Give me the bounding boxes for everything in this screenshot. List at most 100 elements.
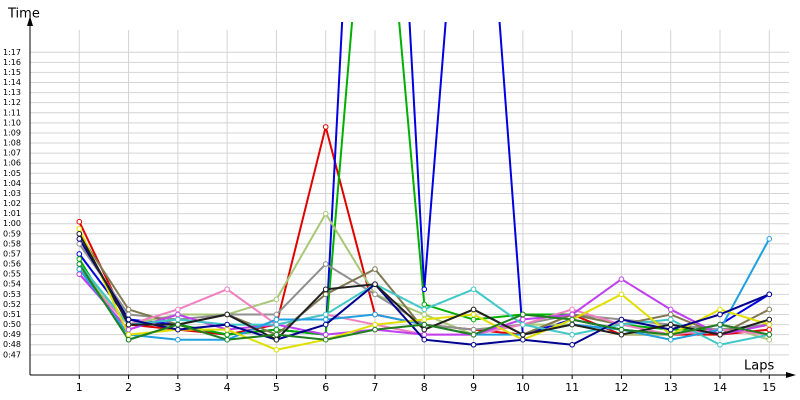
y-tick-label: 0:52 [3,300,21,309]
x-tick-label: 11 [565,381,579,394]
point [766,291,773,298]
point [470,311,477,318]
y-tick-label: 1:05 [3,169,21,178]
point [717,326,723,333]
y-tick-label: 0:48 [3,340,21,349]
point [569,331,575,338]
point [421,336,428,343]
point [76,236,83,242]
point [470,331,477,338]
point [766,236,773,242]
point [224,326,230,333]
point [76,261,83,267]
x-tick-label: 3 [174,381,181,394]
point [322,124,329,130]
y-tick-label: 1:11 [3,108,21,117]
point [273,346,280,353]
point [322,291,329,298]
point [175,316,181,323]
point [175,336,181,343]
point [618,331,625,338]
y-axis-title: Time [7,7,40,22]
point [618,326,625,333]
point [569,306,575,313]
x-tick-label: 5 [273,381,280,394]
point [421,286,428,293]
x-tick-label: 14 [713,381,727,394]
point [224,321,230,328]
point [76,225,83,232]
point [322,331,329,338]
point [766,326,773,333]
point [125,306,132,313]
point [372,326,378,333]
point [372,281,378,288]
point [618,291,625,298]
point [322,286,329,293]
point [569,316,575,323]
point [667,311,674,318]
y-tick-label: 1:14 [3,78,21,87]
point [766,336,773,343]
point [569,311,575,318]
y-tick-label: 1:16 [3,58,21,67]
point [372,311,378,318]
point [766,321,773,328]
y-tick-label: 1:02 [3,199,21,208]
point [322,321,329,328]
point [667,316,674,323]
point [520,321,526,328]
point [421,316,428,323]
x-tick-label: 6 [322,381,329,394]
point [322,336,329,343]
point [766,331,773,338]
point [224,331,230,338]
point [273,311,280,318]
x-axis-title: Laps [744,359,774,374]
y-tick-label: 1:01 [3,209,21,218]
point [421,306,428,313]
point [224,286,230,293]
point [520,311,526,318]
point [175,321,181,328]
point [766,306,773,313]
point [766,316,773,323]
point [125,311,132,318]
y-tick-label: 1:15 [3,68,21,77]
point [667,306,674,313]
point [125,321,132,328]
y-tick-label: 1:13 [3,88,21,97]
point [125,316,132,323]
point [322,316,329,323]
point [717,341,723,348]
point [125,331,132,338]
point [76,256,83,262]
point [76,251,83,257]
x-tick-label: 1 [76,381,83,394]
point [717,311,723,318]
point [76,218,83,225]
point [421,331,428,338]
point [667,321,674,328]
point [322,261,329,267]
point [421,326,428,333]
point [421,311,428,318]
y-tick-label: 0:57 [3,249,21,258]
y-tick-label: 1:12 [3,98,21,107]
point [470,316,477,323]
point [470,286,477,293]
point [273,331,280,338]
point [76,231,83,237]
point [125,326,132,333]
point [273,326,280,333]
point [372,291,378,298]
point [224,311,230,318]
point [520,331,526,338]
y-tick-label: 0:54 [3,280,21,289]
x-tick-label: 12 [614,381,628,394]
x-tick-label: 9 [470,381,477,394]
point [717,321,723,328]
point [618,321,625,328]
x-axis-arrow [786,372,796,378]
